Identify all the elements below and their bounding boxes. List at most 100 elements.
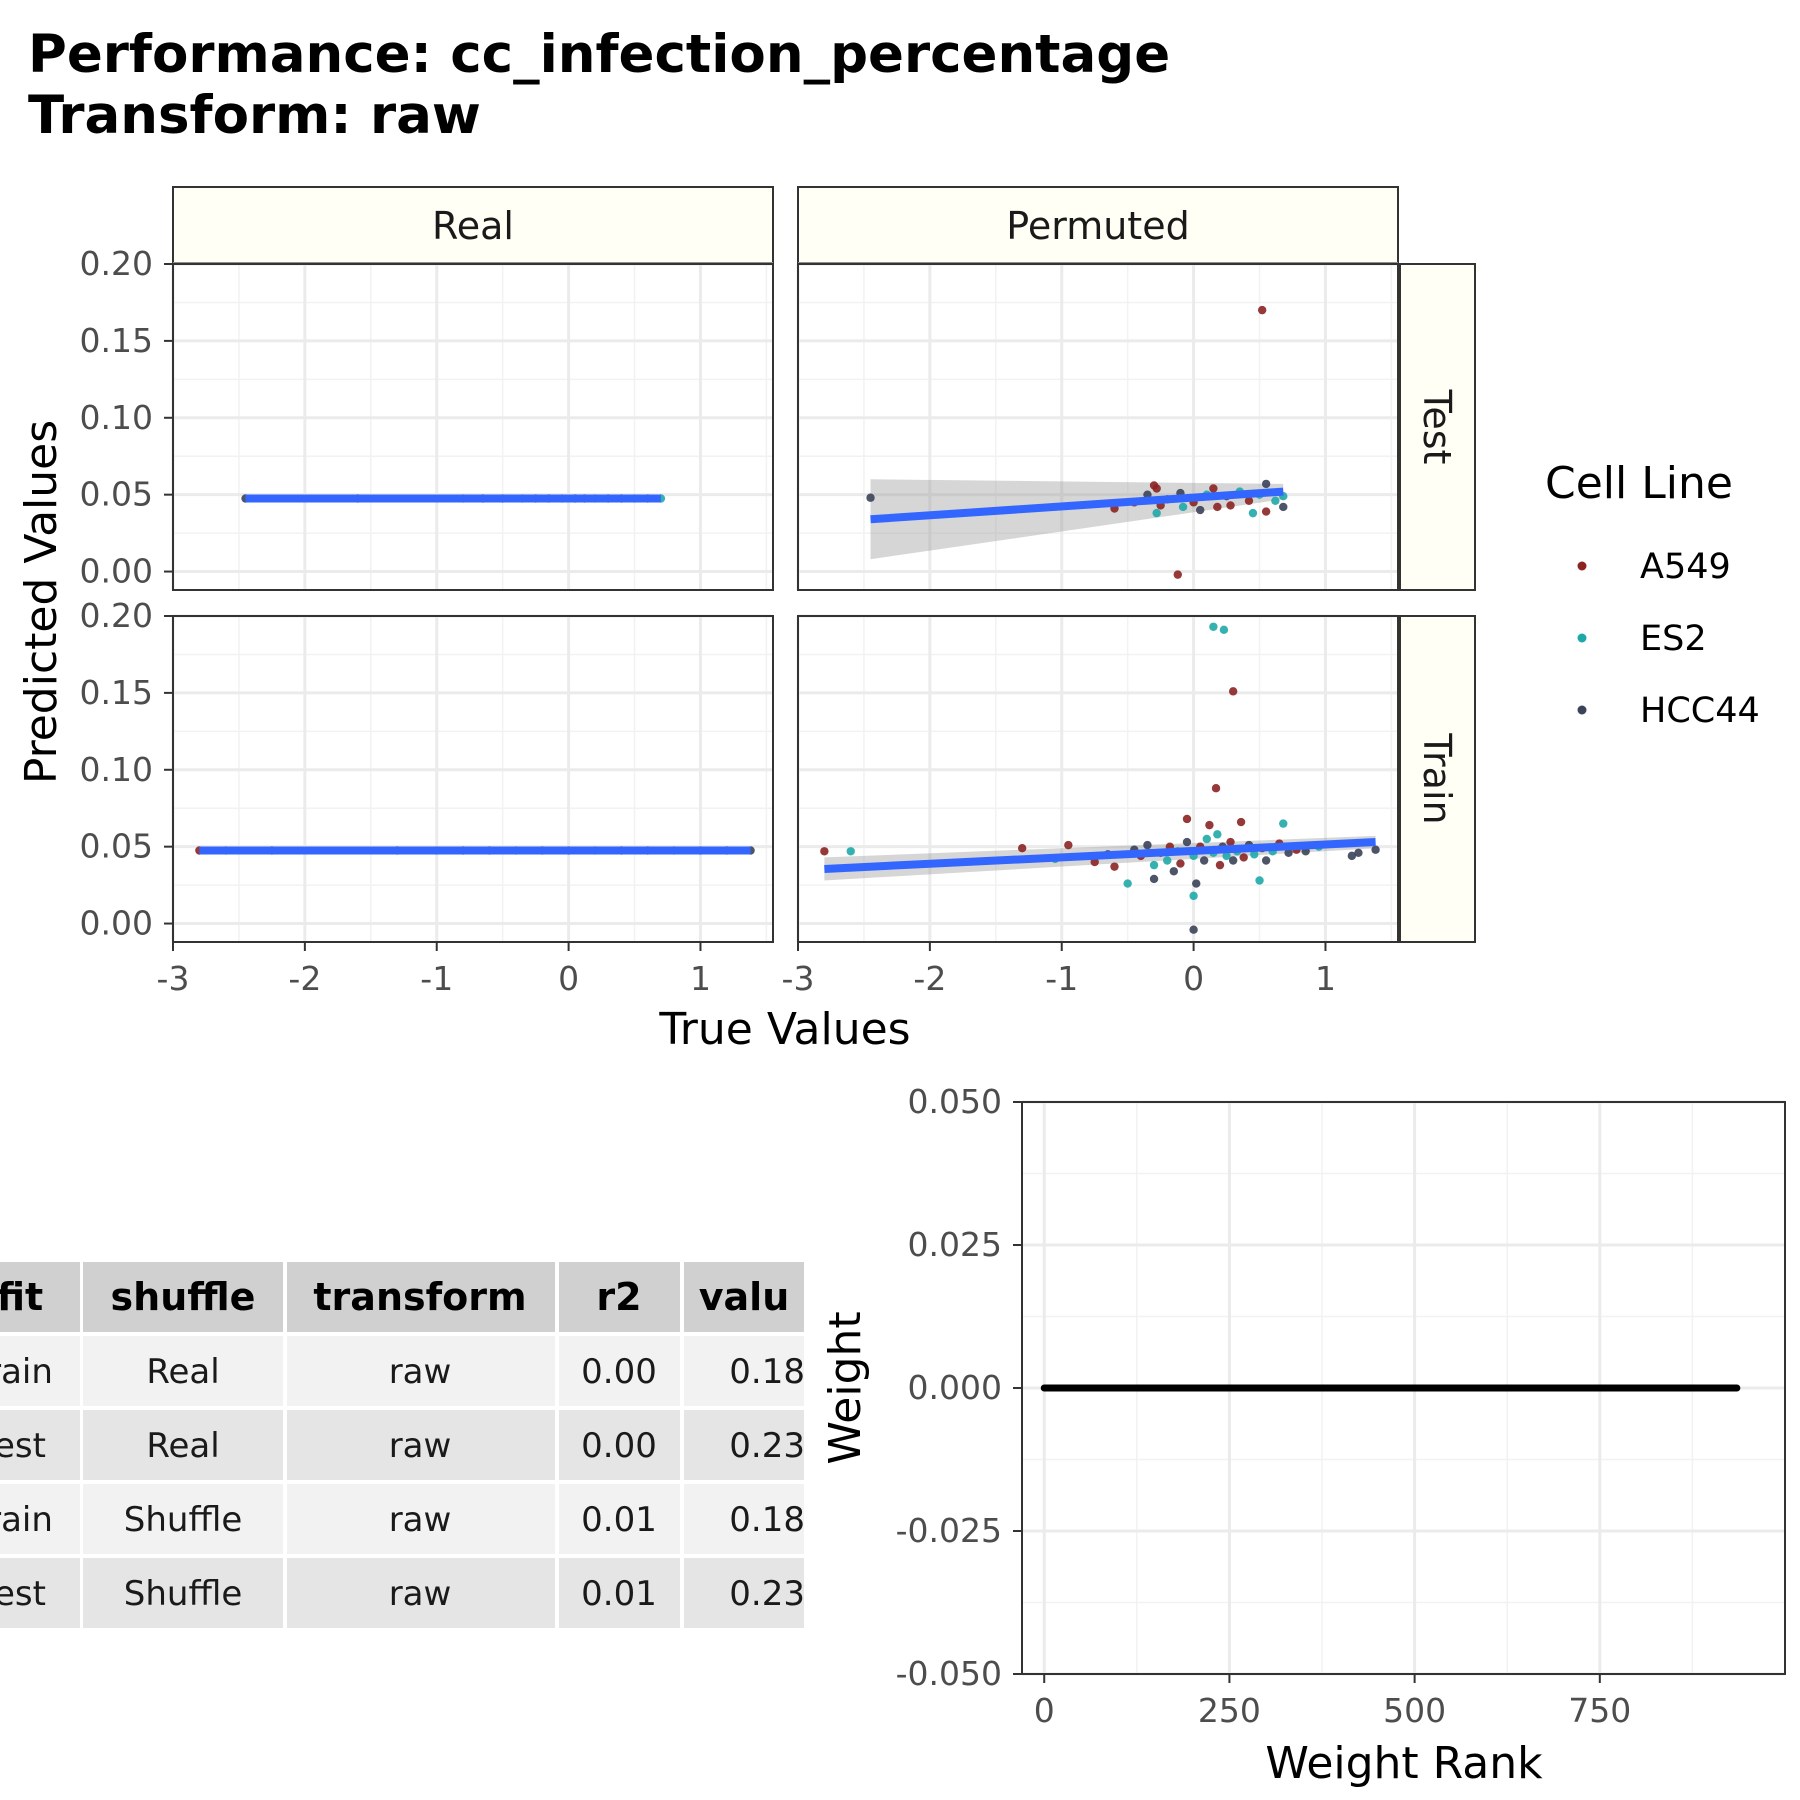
- table-cell: [83, 1484, 283, 1554]
- data-point: [1261, 856, 1271, 865]
- data-point: [1189, 925, 1198, 934]
- data-point: [1178, 502, 1188, 512]
- data-point: [1169, 867, 1179, 876]
- y-axis-train: 0.00 0.05 0.10 0.15 0.20: [80, 596, 174, 943]
- x-tick-label: 250: [1198, 1691, 1261, 1730]
- data-point: [1250, 850, 1259, 859]
- table-cell-text: raw: [389, 1426, 452, 1466]
- table-cell: [287, 1558, 555, 1628]
- table-cell: [287, 1484, 555, 1554]
- data-point: [1255, 876, 1264, 885]
- data-point: [1189, 891, 1198, 901]
- y-tick-label: 0.20: [80, 596, 153, 635]
- table-cell-text: rain: [0, 1500, 53, 1540]
- table-cell: [83, 1336, 283, 1406]
- data-point: [1226, 837, 1235, 847]
- data-point: [1213, 830, 1222, 839]
- strip-permuted-label: Permuted: [1006, 204, 1189, 248]
- data-point: [1213, 502, 1222, 512]
- data-point: [1152, 508, 1161, 518]
- data-point: [1192, 879, 1201, 888]
- panel-real-train: [171, 614, 774, 943]
- weight-chart: 0.050 0.025 0.000 -0.025 -0.050 0 250 500 750: [896, 1082, 1786, 1730]
- data-point: [1152, 484, 1161, 493]
- data-point: [1205, 820, 1214, 830]
- y-tick-label: 0.00: [80, 552, 153, 591]
- y-tick-label: 0.20: [80, 244, 153, 283]
- table-header-fit: fit: [0, 1275, 43, 1319]
- y-tick-label: 0.15: [80, 673, 153, 712]
- table-header-cell: [0, 1262, 80, 1332]
- legend-title: Cell Line: [1545, 458, 1733, 509]
- strip-permuted: Permuted: [797, 186, 1399, 264]
- x-tick-label: -1: [420, 959, 453, 998]
- table-cell-text: Real: [146, 1352, 219, 1392]
- table-cell-text: 0.23: [729, 1574, 805, 1614]
- table-cell: [0, 1484, 80, 1554]
- table-cell-text: est: [0, 1426, 46, 1466]
- table-header-cell: [83, 1262, 283, 1332]
- data-point: [1239, 853, 1248, 862]
- panel-permuted-train: [796, 614, 1399, 943]
- table-cell: [287, 1336, 555, 1406]
- panel-permuted-test: [796, 262, 1399, 591]
- table-header-value: valu: [699, 1275, 790, 1319]
- table-cell: [684, 1484, 804, 1554]
- data-point: [1271, 496, 1280, 506]
- table-cell-text: est: [0, 1574, 46, 1614]
- table-cell-text: raw: [389, 1500, 452, 1540]
- data-point: [1173, 570, 1182, 579]
- x-axis-real: -3 -2 -1 0 1: [157, 941, 773, 998]
- table-cell: [287, 1410, 555, 1480]
- strip-train-label: Train: [1415, 732, 1459, 824]
- table-cell: [0, 1336, 80, 1406]
- fit-line: [870, 487, 1284, 524]
- data-point: [866, 493, 875, 502]
- legend-key-es2: [1577, 633, 1587, 643]
- table-cell: [83, 1558, 283, 1628]
- y-tick-label: -0.025: [896, 1511, 1002, 1550]
- table-cell: [83, 1410, 283, 1480]
- table-cell: [559, 1558, 680, 1628]
- data-point: [1176, 859, 1185, 868]
- x-tick-label: -3: [157, 959, 190, 998]
- table-cell-text: Shuffle: [124, 1574, 242, 1614]
- x-tick-label: 0: [1183, 959, 1204, 998]
- data-point: [1236, 817, 1246, 827]
- data-point: [1257, 305, 1267, 315]
- data-point: [1279, 502, 1288, 512]
- x-tick-label: -3: [782, 959, 815, 998]
- data-point: [820, 847, 829, 856]
- table-cell-text: Shuffle: [124, 1500, 242, 1540]
- data-point: [1371, 845, 1380, 854]
- table-header-cell: [559, 1262, 680, 1332]
- table-header-cell: [684, 1262, 804, 1332]
- y-tick-label: 0.00: [80, 904, 153, 943]
- data-point: [1202, 834, 1211, 844]
- x-tick-label: 0: [558, 959, 579, 998]
- data-point: [1149, 874, 1159, 884]
- data-point: [1123, 879, 1132, 888]
- data-point: [1064, 840, 1073, 850]
- data-point: [1228, 687, 1238, 696]
- y-tick-label: 0.05: [80, 827, 153, 866]
- table-cell-text: rain: [0, 1352, 53, 1392]
- data-point: [1182, 837, 1192, 847]
- y-tick-label: 0.10: [80, 750, 153, 789]
- table-cell-text: 0.01: [581, 1500, 657, 1540]
- data-point: [1248, 508, 1258, 518]
- scatter-x-axis-title: True Values: [658, 1004, 910, 1055]
- data-point: [1163, 856, 1172, 865]
- y-tick-label: 0.15: [80, 321, 153, 360]
- table-cell-text: Real: [146, 1426, 219, 1466]
- y-tick-label: 0.05: [80, 475, 153, 514]
- strip-test-label: Test: [1415, 389, 1459, 465]
- scatter-y-axis-title: Predicted Values: [16, 420, 67, 784]
- x-tick-label: 1: [1315, 959, 1336, 998]
- data-point: [1017, 843, 1027, 853]
- legend-label-es2: ES2: [1640, 619, 1707, 659]
- strip-train: Train: [1399, 615, 1476, 943]
- strip-real-label: Real: [432, 204, 514, 248]
- table-header-shuffle: shuffle: [111, 1275, 256, 1319]
